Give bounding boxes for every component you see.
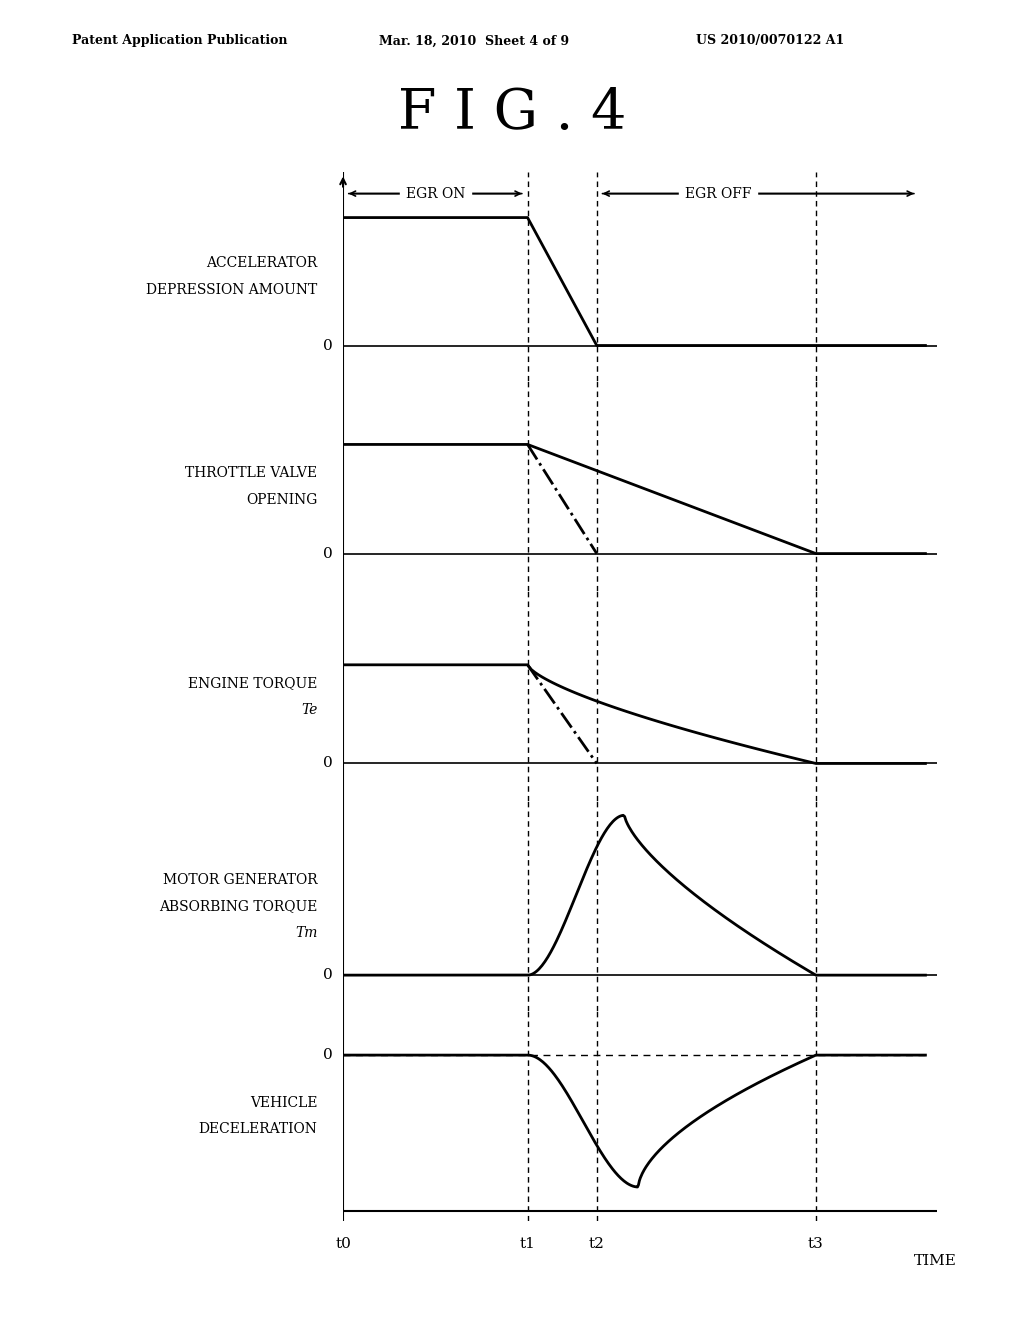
- Text: ABSORBING TORQUE: ABSORBING TORQUE: [159, 899, 317, 913]
- Text: ACCELERATOR: ACCELERATOR: [206, 256, 317, 271]
- Text: US 2010/0070122 A1: US 2010/0070122 A1: [696, 34, 845, 48]
- Text: OPENING: OPENING: [246, 492, 317, 507]
- Text: t1: t1: [519, 1237, 536, 1251]
- Text: F I G . 4: F I G . 4: [397, 86, 627, 140]
- Text: DEPRESSION AMOUNT: DEPRESSION AMOUNT: [146, 282, 317, 297]
- Text: TIME: TIME: [914, 1254, 957, 1269]
- Text: EGR ON: EGR ON: [406, 186, 465, 201]
- Text: MOTOR GENERATOR: MOTOR GENERATOR: [163, 873, 317, 887]
- Text: 0: 0: [323, 756, 333, 771]
- Text: VEHICLE: VEHICLE: [250, 1096, 317, 1110]
- Text: Tm: Tm: [295, 925, 317, 940]
- Text: 0: 0: [323, 1048, 333, 1063]
- Text: Mar. 18, 2010  Sheet 4 of 9: Mar. 18, 2010 Sheet 4 of 9: [379, 34, 569, 48]
- Text: t2: t2: [589, 1237, 605, 1251]
- Text: ENGINE TORQUE: ENGINE TORQUE: [188, 676, 317, 690]
- Text: Te: Te: [301, 702, 317, 717]
- Text: THROTTLE VALVE: THROTTLE VALVE: [185, 466, 317, 480]
- Text: Patent Application Publication: Patent Application Publication: [72, 34, 287, 48]
- Text: t0: t0: [335, 1237, 351, 1251]
- Text: 0: 0: [323, 546, 333, 561]
- Text: EGR OFF: EGR OFF: [685, 186, 751, 201]
- Text: DECELERATION: DECELERATION: [199, 1122, 317, 1137]
- Text: 0: 0: [323, 968, 333, 982]
- Text: 0: 0: [323, 338, 333, 352]
- Text: t3: t3: [808, 1237, 823, 1251]
